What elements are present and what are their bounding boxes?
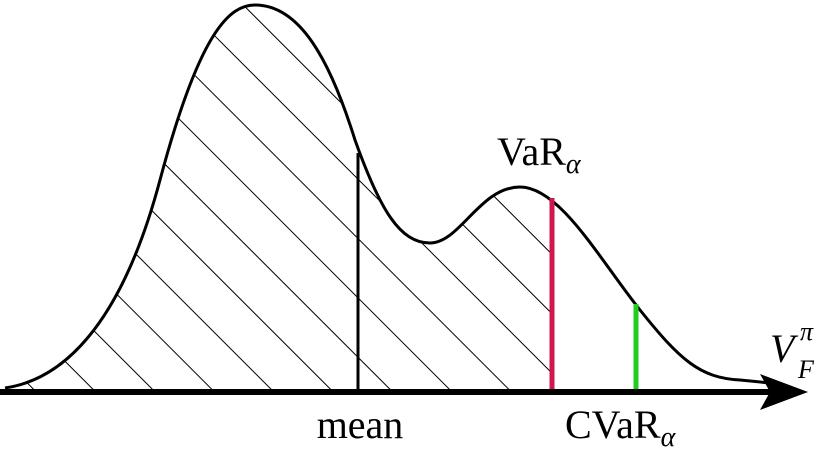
label-part: α — [661, 422, 677, 449]
label-part: V — [770, 326, 799, 371]
label-part: α — [566, 149, 582, 180]
mean-label: mean — [317, 402, 404, 447]
hatch-region — [5, 5, 552, 390]
label-part: VaR — [497, 129, 566, 174]
label-part: F — [797, 355, 815, 384]
var-label: VaRα — [497, 129, 582, 180]
label-part: CVaR — [565, 402, 661, 447]
label-part: π — [800, 317, 814, 346]
axis-arrow — [760, 374, 808, 410]
cvar-label: CVaRα — [565, 402, 677, 449]
density-curve — [4, 3, 781, 390]
